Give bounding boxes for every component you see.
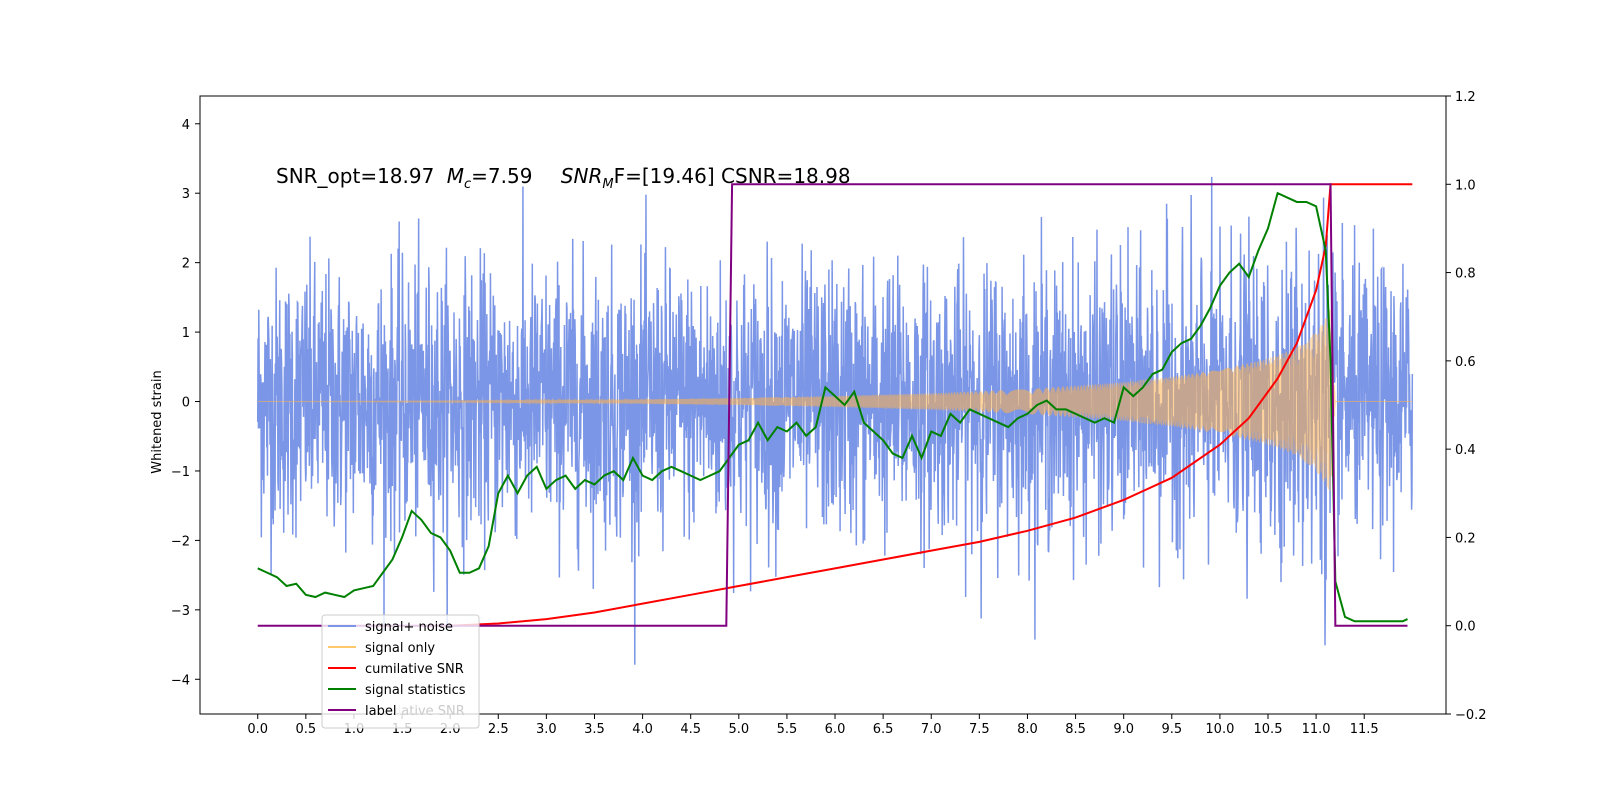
- y-right-tick-label: 0.6: [1455, 355, 1476, 370]
- x-tick-label: 5.0: [728, 722, 749, 737]
- legend-label: signal only: [365, 641, 435, 656]
- legend-label: label: [365, 704, 396, 719]
- x-tick-label: 4.5: [680, 722, 701, 737]
- y-right-tick-label: 1.0: [1455, 178, 1476, 193]
- legend: cumilative SNR signal+ noise signal only cu…: [321, 614, 480, 729]
- x-tick-label: 2.5: [488, 722, 509, 737]
- x-tick-label: 8.0: [1017, 722, 1038, 737]
- series-label: [257, 183, 1408, 627]
- x-tick-label: 11.5: [1350, 722, 1379, 737]
- x-tick-label: 0.0: [247, 722, 268, 737]
- legend-box: [321, 614, 480, 729]
- y-right-tick-label: −0.2: [1455, 708, 1487, 723]
- series-cumulative-snr: [450, 183, 1413, 627]
- mc-subscript: c: [464, 177, 471, 192]
- x-tick-label: 10.5: [1254, 722, 1283, 737]
- legend-ghost-overlay: cumilative SNR: [366, 704, 465, 719]
- x-tick-label: 5.5: [777, 722, 798, 737]
- x-tick-label: 8.5: [1065, 722, 1086, 737]
- y-tick-label: 4: [182, 118, 190, 133]
- x-tick-label: 9.0: [1113, 722, 1134, 737]
- y-tick-label: 1: [182, 326, 190, 341]
- y-tick-label: 2: [182, 257, 190, 272]
- series-signal-only: [257, 309, 1413, 491]
- y-tick-label: −1: [171, 465, 190, 480]
- y-right-tick-label: 1.2: [1455, 90, 1476, 105]
- snr-opt-text: SNR_opt=18.97: [276, 164, 434, 188]
- y-tick-label: 3: [182, 187, 190, 202]
- mc-symbol: M: [447, 164, 464, 188]
- x-tick-label: 6.0: [825, 722, 846, 737]
- snrmf-symbol: SNR: [561, 164, 603, 188]
- mc-value: =7.59: [471, 164, 532, 188]
- x-tick-label: 4.0: [632, 722, 653, 737]
- snrmf-subscript: M: [602, 177, 613, 192]
- legend-label: cumilative SNR: [365, 662, 464, 677]
- x-tick-label: 6.5: [873, 722, 894, 737]
- x-tick-label: 11.0: [1302, 722, 1331, 737]
- y-tick-label: −4: [171, 673, 190, 688]
- axes-frame: [199, 95, 1447, 715]
- x-tick-label: 3.5: [584, 722, 605, 737]
- y-right-tick-label: 0.8: [1455, 267, 1476, 282]
- x-tick-label: 7.5: [969, 722, 990, 737]
- y-axis-label: Whitened strain: [150, 370, 165, 473]
- x-tick-label: 0.5: [295, 722, 316, 737]
- legend-label: signal+ noise: [365, 620, 453, 635]
- x-tick-label: 7.0: [921, 722, 942, 737]
- y-tick-label: 0: [182, 396, 190, 411]
- series-signal-statistics: [257, 191, 1408, 623]
- y-right-tick-label: 0.4: [1455, 443, 1476, 458]
- series-signal-noise: [256, 176, 1414, 665]
- x-tick-label: 3.0: [536, 722, 557, 737]
- x-tick-label: 9.5: [1161, 722, 1182, 737]
- snr-annotation: SNR_opt=18.97 Mc=7.59 SNRMF=[19.46] CSNR…: [276, 164, 851, 192]
- y-right-tick-label: 0.2: [1455, 531, 1476, 546]
- snrmf-tail: F=[19.46] CSNR=18.98: [614, 164, 851, 188]
- y-tick-label: −3: [171, 604, 190, 619]
- legend-label: signal statistics: [365, 683, 466, 698]
- y-right-tick-label: 0.0: [1455, 620, 1476, 635]
- x-tick-label: 10.0: [1205, 722, 1234, 737]
- y-tick-label: −2: [171, 534, 190, 549]
